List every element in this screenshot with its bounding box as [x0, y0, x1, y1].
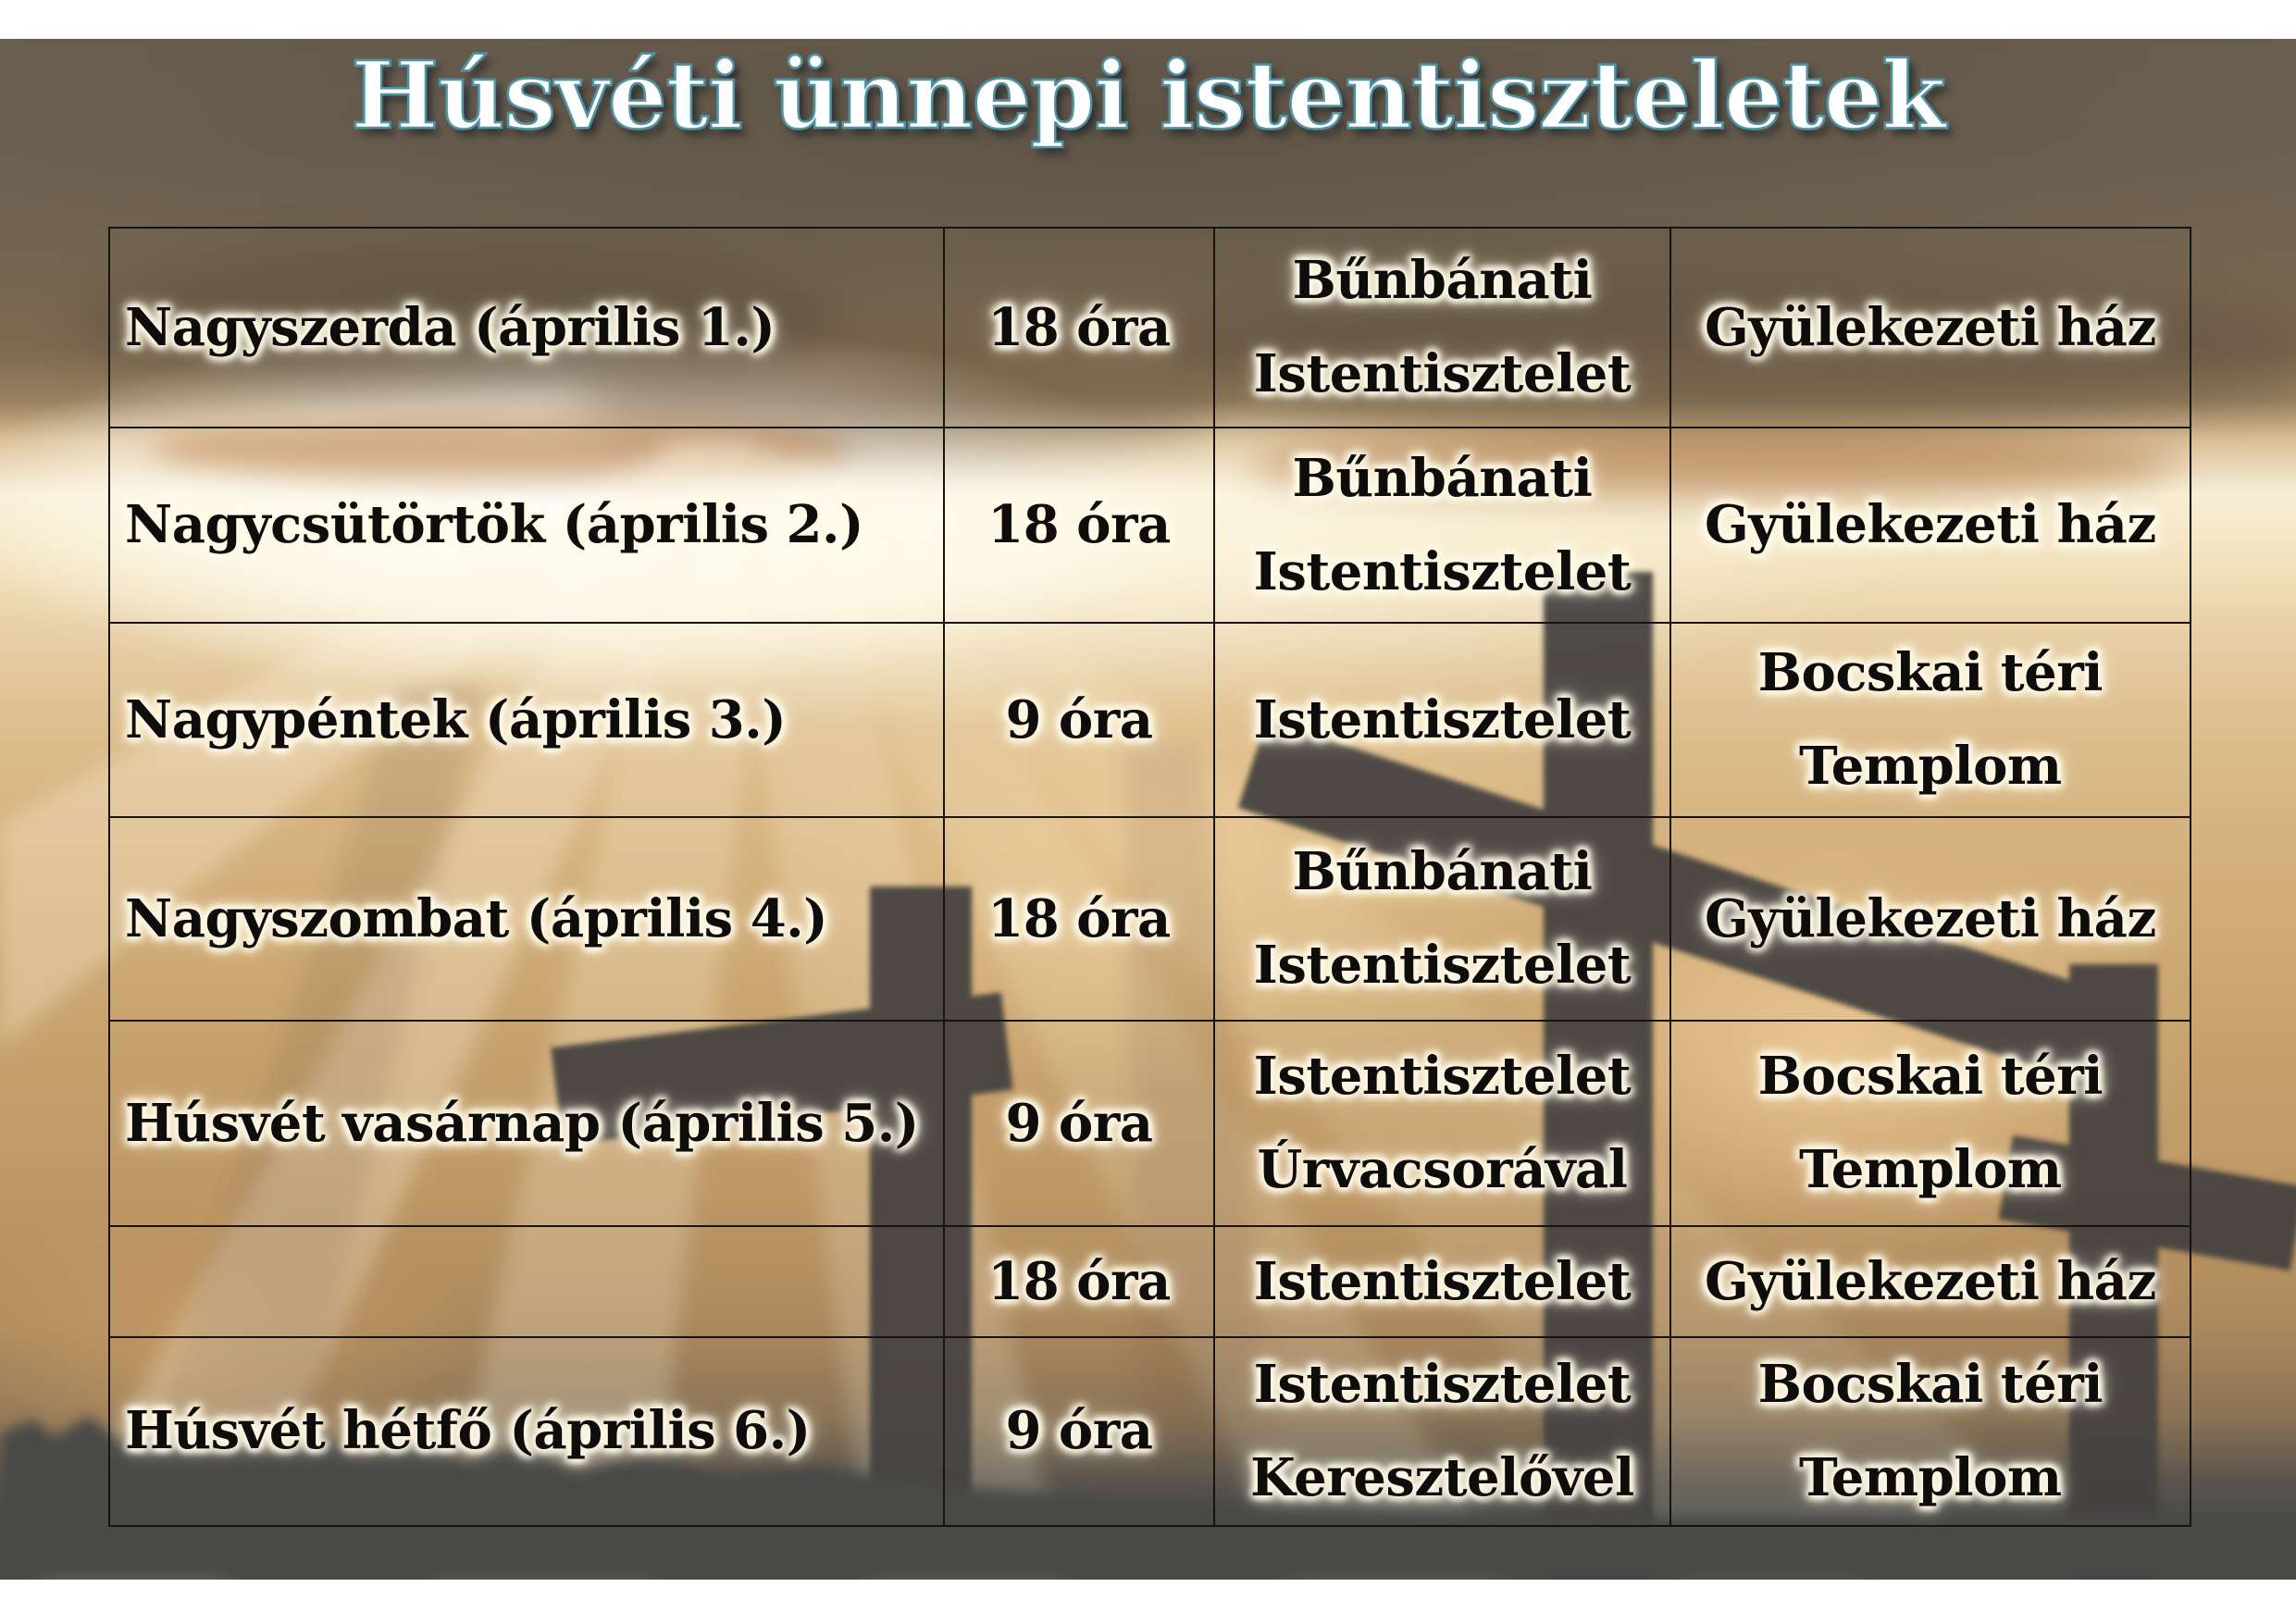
service-cell: Istentisztelet Keresztelővel: [1213, 1336, 1671, 1527]
service-cell: Bűnbánati Istentisztelet: [1213, 427, 1671, 624]
page-title: Húsvéti ünnepi istentiszteletek: [350, 40, 1947, 152]
location-cell: Gyülekezeti ház: [1669, 816, 2192, 1022]
day-cell: Nagyszombat (április 4.): [108, 816, 945, 1022]
table-row: Húsvét vasárnap (április 5.) 9 óra Istenti…: [108, 1020, 2192, 1227]
top-white-margin: [0, 0, 2296, 39]
table-row: Nagyszerda (április 1.) 18 óra Bűnbánati I…: [108, 227, 2192, 428]
table-row: Húsvét hétfő (április 6.) 9 óra Istentiszt…: [108, 1336, 2192, 1527]
day-cell: Nagypéntek (április 3.): [108, 622, 945, 818]
table-row: Nagycsütörtök (április 2.) 18 óra Bűnbánat…: [108, 427, 2192, 624]
time-cell: 9 óra: [942, 1336, 1216, 1527]
service-table: Nagyszerda (április 1.) 18 óra Bűnbánati I…: [108, 227, 2192, 1527]
service-cell: Istentisztelet: [1213, 622, 1671, 818]
day-cell: Húsvét hétfő (április 6.): [108, 1336, 945, 1527]
time-cell: 9 óra: [942, 1020, 1216, 1227]
bottom-white-margin: [0, 1580, 2296, 1624]
location-cell: Bocskai téri Templom: [1669, 622, 2192, 818]
location-cell: Gyülekezeti ház: [1669, 1225, 2192, 1338]
service-cell: Bűnbánati Istentisztelet: [1213, 816, 1671, 1022]
day-cell: Húsvét vasárnap (április 5.): [108, 1020, 945, 1227]
time-cell: 18 óra: [942, 1225, 1216, 1338]
service-cell: Bűnbánati Istentisztelet: [1213, 227, 1671, 428]
ground: [0, 1416, 2296, 1580]
location-cell: Gyülekezeti ház: [1669, 427, 2192, 624]
time-cell: 18 óra: [942, 427, 1216, 624]
table-row: Nagyszombat (április 4.) 18 óra Bűnbánati …: [108, 816, 2192, 1022]
day-cell: Nagyszerda (április 1.): [108, 227, 945, 428]
time-cell: 9 óra: [942, 622, 1216, 818]
service-cell: Istentisztelet: [1213, 1225, 1671, 1338]
service-table-body: Nagyszerda (április 1.) 18 óra Bűnbánati I…: [108, 227, 2192, 1527]
table-row: 18 óra Istentisztelet Gyülekezeti ház: [108, 1225, 2192, 1338]
table-row: Nagypéntek (április 3.) 9 óra Istentisztel…: [108, 622, 2192, 818]
time-cell: 18 óra: [942, 816, 1216, 1022]
day-cell: Nagycsütörtök (április 2.): [108, 427, 945, 624]
service-cell: Istentisztelet Úrvacsorával: [1213, 1020, 1671, 1227]
time-cell: 18 óra: [942, 227, 1216, 428]
location-cell: Bocskai téri Templom: [1669, 1020, 2192, 1227]
day-cell: [108, 1225, 945, 1338]
location-cell: Gyülekezeti ház: [1669, 227, 2192, 428]
location-cell: Bocskai téri Templom: [1669, 1336, 2192, 1527]
